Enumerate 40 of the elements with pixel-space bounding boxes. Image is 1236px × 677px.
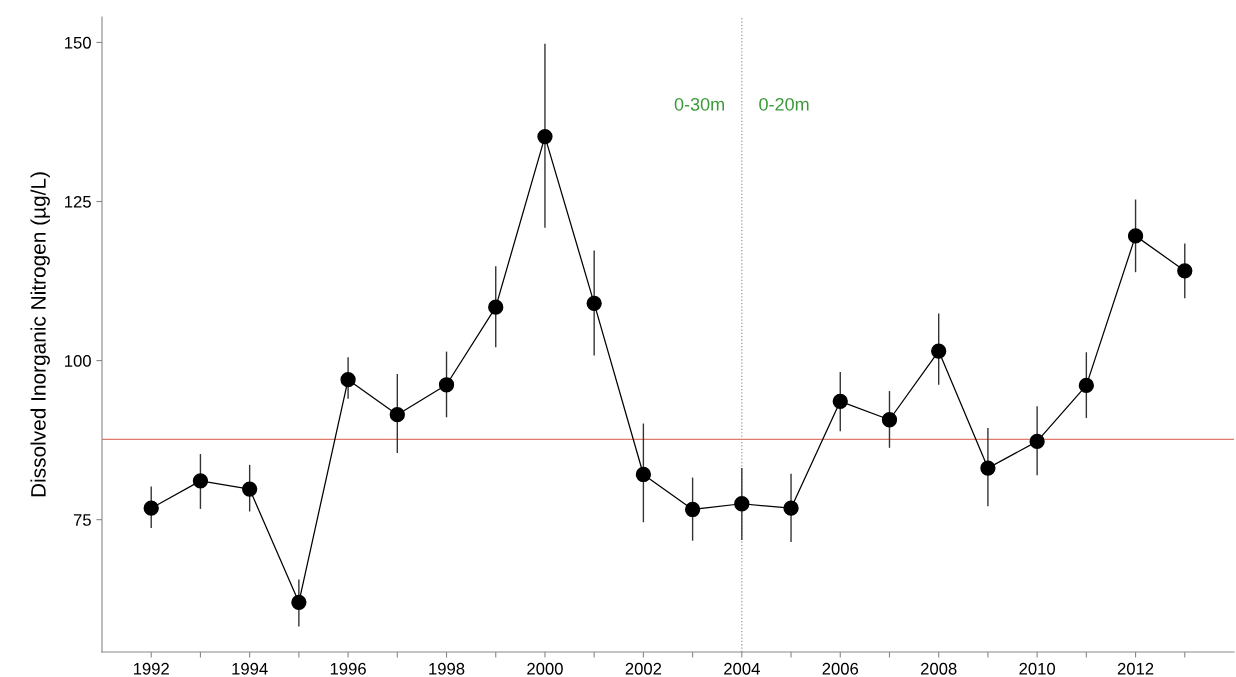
annotation: 0-20m [759,97,809,111]
point [980,460,996,476]
point [635,466,652,483]
x-tick-label: 2012 [1117,662,1154,675]
point [1177,263,1193,279]
point [586,295,602,311]
x-tick-label: 1996 [330,662,366,675]
point [438,377,455,393]
point [684,501,701,518]
y-axis-title: Dissolved Inorganic Nitrogen (µg/L) [30,172,50,497]
point [242,481,258,497]
point [931,343,947,359]
point [832,393,848,409]
y-tick-label: 75 [73,514,91,526]
point [881,412,898,428]
x-tick-label: 1998 [429,662,465,675]
point [734,496,750,512]
point [488,299,504,315]
point [1127,228,1144,244]
x-tick-label: 2004 [724,662,760,675]
x-tick-label: 1994 [232,662,268,675]
point [1078,377,1094,394]
x-tick-label: 2010 [1019,662,1056,675]
point [1029,433,1045,450]
point [537,128,553,145]
y-tick-label: 150 [65,36,91,49]
point [291,594,307,611]
point [389,407,405,423]
y-tick-label: 100 [65,354,91,367]
y-tick-label: 125 [65,195,91,208]
point [143,500,159,516]
x-tick-label: 2000 [527,662,563,675]
x-tick-label: 2008 [921,662,957,675]
point [192,473,209,489]
x-tick-label: 2002 [625,662,662,675]
point [340,372,356,388]
x-tick-label: 1992 [133,662,169,675]
point [783,500,799,516]
x-tick-label: 2006 [822,662,859,675]
annotation: 0-30m [674,97,724,111]
